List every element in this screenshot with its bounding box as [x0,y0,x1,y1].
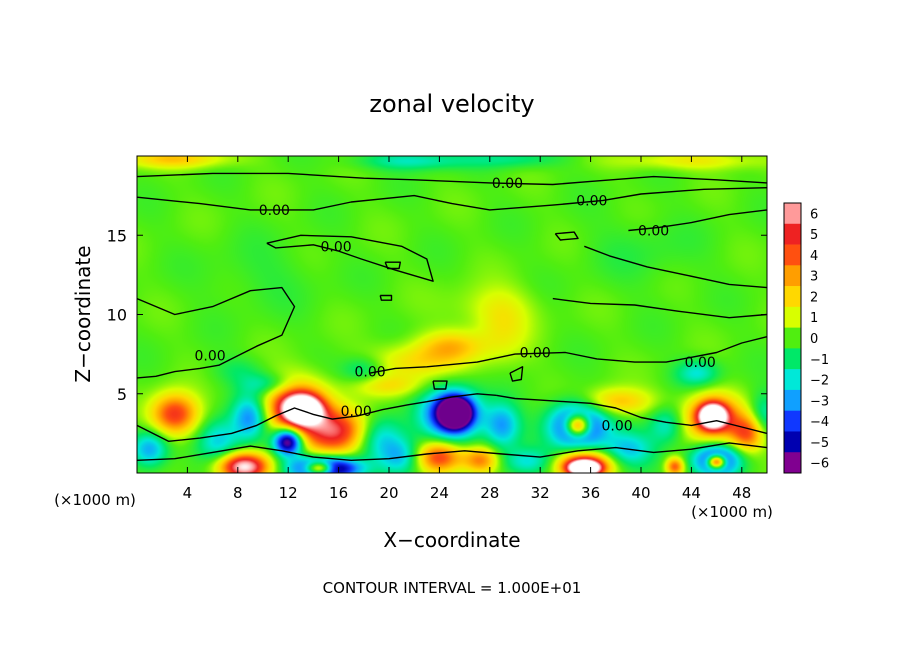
colorbar-swatch [784,410,801,432]
x-tick-label: 16 [329,484,348,502]
contour-label: 0.00 [601,418,632,434]
x-tick-label: 48 [732,484,751,502]
contour-line [266,234,434,282]
colorbar-tick-label: 0 [810,332,818,347]
colorbar-tick-label: −1 [810,353,829,368]
y-axis: 5 10 15 [107,226,767,404]
x-unit-left: (×1000 m) [54,491,136,509]
colorbar-tick-label: −6 [810,457,829,472]
colorbar-tick-label: 1 [810,311,818,326]
colorbar-tick-label: 3 [810,270,818,285]
contour-label: 0.00 [520,346,551,362]
x-tick-label: 28 [480,484,499,502]
colorbar-swatch [784,431,801,453]
colorbar-tick-label: −2 [810,374,829,389]
contour-line [384,261,401,270]
colorbar-swatch [784,286,801,308]
plot-area: 0.00 0.00 0.00 0.00 0.00 0.00 0.00 0.00 0.00 0.00… [136,155,768,474]
colorbar-tick-label: 5 [810,228,818,243]
y-tick-label: 15 [107,226,127,245]
contour-label: 0.00 [638,223,669,239]
x-tick-label: 32 [531,484,550,502]
colorbar-tick-label: 4 [810,249,818,264]
contour-line [509,366,524,382]
contour-line [554,231,579,241]
colorbar-tick-label: 2 [810,290,818,305]
contour-label: 0.00 [492,176,523,192]
x-tick-label: 44 [682,484,701,502]
x-tick-label: 40 [631,484,650,502]
contour-label: 0.00 [259,203,290,219]
contour-line [379,294,393,301]
colorbar-swatch [784,348,801,370]
colorbar-tick-label: −5 [810,436,829,451]
contour-label: 0.00 [341,404,372,420]
colorbar-swatch [784,244,801,266]
contour-line [136,187,768,211]
y-tick-label: 5 [117,385,127,404]
colorbar-swatch [784,452,801,474]
contour-line [552,297,768,319]
contour-label: 0.00 [576,193,607,209]
colorbar-tick-label: 6 [810,207,818,222]
contour-line [136,286,296,379]
contour-line [495,394,768,435]
colorbar-tick-label: −4 [810,415,829,430]
colorbar-swatch [784,223,801,245]
x-unit-right: (×1000 m) [691,503,773,521]
chart-title: zonal velocity [369,90,534,118]
contour-lines [136,172,768,461]
y-axis-label: Z−coordinate [71,245,95,382]
contour-line [432,380,448,390]
contour-line [628,209,768,232]
x-tick-label: 36 [581,484,600,502]
colorbar-swatch [784,265,801,287]
x-axis-label: X−coordinate [383,528,520,552]
contour-line [584,245,768,289]
contour-line [369,336,768,374]
contour-label: 0.00 [194,349,225,365]
contour-label: 0.00 [320,239,351,255]
contour-labels: 0.00 0.00 0.00 0.00 0.00 0.00 0.00 0.00 0.00 0.00… [194,176,715,435]
colorbar-swatch [784,203,801,225]
x-tick-label: 20 [379,484,398,502]
colorbar-frame [783,202,802,474]
contour-label: 0.00 [355,365,386,381]
colorbar-swatch [784,327,801,349]
contour-line [136,442,768,461]
x-tick-label: 24 [430,484,449,502]
colorbar-swatch [784,389,801,411]
colorbar-swatch [784,369,801,391]
x-tick-label: 4 [183,484,193,502]
contour-line [136,393,497,442]
x-tick-label: 8 [233,484,243,502]
colorbar-swatch [784,306,801,328]
y-tick-label: 10 [107,306,127,325]
contour-label: 0.00 [685,355,716,371]
colorbar-tick-label: −3 [810,394,829,409]
contour-interval-note: CONTOUR INTERVAL = 1.000E+01 [323,579,582,597]
x-axis: 4 8 12 16 20 24 28 32 36 40 44 48 [183,156,751,502]
x-tick-label: 12 [279,484,298,502]
colorbar: 6 5 4 3 2 1 0 −1 −2 −3 −4 −5 −6 [783,202,829,474]
contour-line [136,172,768,186]
